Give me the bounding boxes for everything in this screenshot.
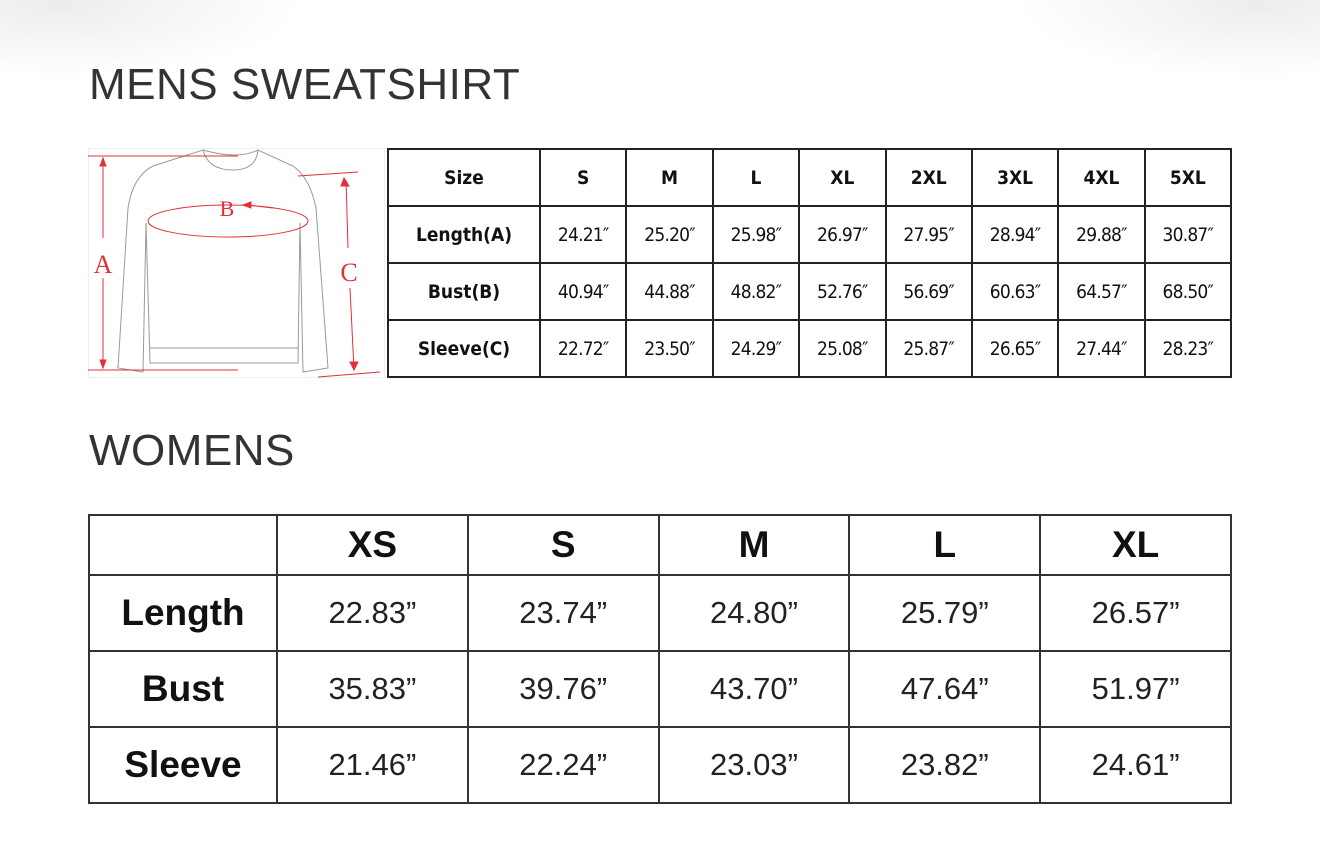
cell: 29.88″ [1057, 205, 1146, 264]
cell: 60.63″ [970, 262, 1060, 321]
row-label: Bust(B) [387, 262, 541, 321]
cell: 48.82″ [711, 262, 801, 321]
womens-section-title: WOMENS [89, 426, 295, 475]
cell: 24.80” [657, 574, 851, 652]
header-cell: XL [798, 148, 887, 207]
header-cell: 2XL [884, 148, 973, 207]
header-cell [88, 514, 278, 576]
cell: 28.94″ [970, 205, 1060, 264]
table-row: Bust 35.83” 39.76” 43.70” 47.64” 51.97” [88, 650, 1232, 728]
header-cell: M [625, 148, 714, 207]
cell: 27.95″ [884, 205, 973, 264]
cell: 22.83” [276, 574, 469, 652]
row-label: Length(A) [387, 205, 541, 264]
header-cell: XS [276, 514, 469, 576]
cell: 56.69″ [884, 262, 973, 321]
diagram-label-b: B [220, 196, 235, 221]
table-row: Length 22.83” 23.74” 24.80” 25.79” 26.57… [88, 574, 1232, 652]
mens-size-table: Size S M L XL 2XL 3XL 4XL 5XL Length(A) … [387, 148, 1233, 378]
cell: 47.64” [848, 650, 1042, 728]
womens-size-table: XS S M L XL Length 22.83” 23.74” 24.80” … [88, 514, 1232, 804]
cell: 23.50″ [625, 319, 714, 378]
table-row: Sleeve 21.46” 22.24” 23.03” 23.82” 24.61… [88, 726, 1232, 804]
table-header-row: XS S M L XL [88, 514, 1232, 576]
cell: 64.57″ [1057, 262, 1146, 321]
cell: 26.65″ [970, 319, 1060, 378]
cell: 21.46” [276, 726, 469, 804]
table-row: Sleeve(C) 22.72″ 23.50″ 24.29″ 25.08″ 25… [387, 319, 1233, 378]
cell: 23.82” [848, 726, 1042, 804]
header-cell: M [657, 514, 851, 576]
row-label: Length [88, 574, 278, 652]
cell: 68.50″ [1143, 262, 1233, 321]
cell: 26.57” [1039, 574, 1232, 652]
cell: 24.61” [1039, 726, 1232, 804]
cell: 22.72″ [538, 319, 628, 378]
cell: 40.94″ [538, 262, 628, 321]
cell: 39.76” [466, 650, 660, 728]
row-label: Sleeve(C) [387, 319, 541, 378]
cell: 25.98″ [711, 205, 801, 264]
cell: 51.97” [1039, 650, 1232, 728]
cell: 43.70” [657, 650, 851, 728]
cell: 26.97″ [798, 205, 887, 264]
header-cell: 3XL [970, 148, 1060, 207]
header-cell: L [848, 514, 1042, 576]
cell: 27.44″ [1057, 319, 1146, 378]
cell: 30.87″ [1143, 205, 1233, 264]
cell: 22.24” [466, 726, 660, 804]
header-cell: Size [387, 148, 541, 207]
sweatshirt-measurement-diagram: A B C [88, 148, 385, 378]
cell: 25.79” [848, 574, 1042, 652]
header-cell: 4XL [1057, 148, 1146, 207]
table-row: Bust(B) 40.94″ 44.88″ 48.82″ 52.76″ 56.6… [387, 262, 1233, 321]
header-cell: S [538, 148, 628, 207]
cell: 23.03” [657, 726, 851, 804]
diagram-label-c: C [340, 258, 357, 287]
cell: 44.88″ [625, 262, 714, 321]
cell: 52.76″ [798, 262, 887, 321]
cell: 25.08″ [798, 319, 887, 378]
diagram-label-a: A [94, 250, 113, 279]
cell: 23.74” [466, 574, 660, 652]
row-label: Sleeve [88, 726, 278, 804]
row-label: Bust [88, 650, 278, 728]
cell: 25.20″ [625, 205, 714, 264]
cell: 24.29″ [711, 319, 801, 378]
cell: 24.21″ [538, 205, 628, 264]
header-cell: L [711, 148, 801, 207]
header-cell: XL [1039, 514, 1232, 576]
cell: 25.87″ [884, 319, 973, 378]
cell: 35.83” [276, 650, 469, 728]
table-row: Length(A) 24.21″ 25.20″ 25.98″ 26.97″ 27… [387, 205, 1233, 264]
header-cell: 5XL [1143, 148, 1233, 207]
cell: 28.23″ [1143, 319, 1233, 378]
table-header-row: Size S M L XL 2XL 3XL 4XL 5XL [387, 148, 1233, 207]
mens-section-title: MENS SWEATSHIRT [89, 60, 521, 109]
header-cell: S [466, 514, 660, 576]
